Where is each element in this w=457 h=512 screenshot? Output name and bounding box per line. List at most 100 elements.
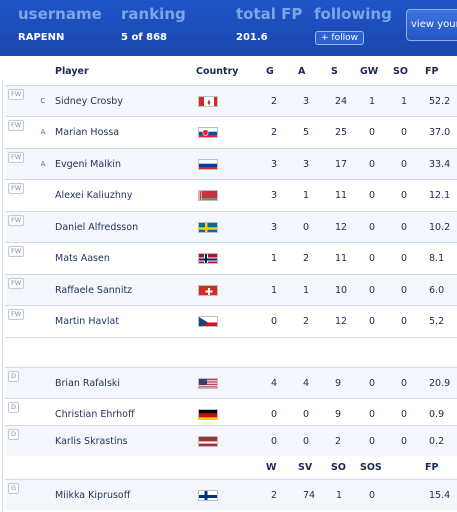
player-name[interactable]: Miikka Kiprusoff [55,490,131,501]
stat-w: 2 [271,490,278,501]
czech-flag [198,316,218,327]
total-fp-value: 201.6 [236,32,268,43]
position-badge: FW [8,120,25,131]
position-badge: FW [8,309,25,320]
stat-g: 0 [271,436,278,447]
position-badge: FW [8,183,25,194]
stat-so: 0 [401,436,408,447]
table-row[interactable]: FW Martin Havlat 0 2 12 0 0 5.2 [5,305,457,336]
position-badge: G [8,483,20,494]
table-row[interactable]: D Christian Ehrhoff 0 0 9 0 0 0.9 [5,398,457,429]
canada-flag [198,96,218,107]
table-row[interactable]: FW A Evgeni Malkin 3 3 17 0 0 33.4 [5,148,457,179]
table-row[interactable]: FW Raffaele Sannitz 1 1 10 0 0 6.0 [5,274,457,305]
col-sv: SV [298,462,313,473]
stat-s: 9 [335,378,342,389]
position-badge: D [8,371,20,382]
stat-so: 0 [401,159,408,170]
stat-gw: 0 [369,159,376,170]
col-country: Country [196,66,239,77]
player-name[interactable]: Marian Hossa [55,127,120,138]
belarus-flag [198,190,218,201]
player-name[interactable]: Mats Aasen [55,253,110,264]
stat-g: 3 [271,190,278,201]
ranking-label: ranking [121,5,186,23]
stat-s: 17 [335,159,348,170]
username-value: RAPENN [18,32,65,43]
table-row[interactable]: FW A Marian Hossa 2 5 25 0 0 37.0 [5,116,457,147]
stat-s: 25 [335,127,348,138]
stat-s: 9 [335,409,342,420]
finland-flag [198,490,218,501]
player-name[interactable]: Brian Rafalski [55,378,121,389]
position-badge: FW [8,89,25,100]
goalie-row[interactable]: G Miikka Kiprusoff 2 74 1 0 15.4 [5,479,457,510]
stat-so: 0 [401,127,408,138]
table-row[interactable]: FW Mats Aasen 1 2 11 0 0 8.1 [5,242,457,273]
username-label: username [18,5,102,23]
goalie-column-headers: W SV SO SOS FP [0,457,457,479]
stat-g: 1 [271,253,278,264]
stat-a: 3 [303,159,310,170]
col-fp: FP [425,66,439,77]
stat-sos: 0 [369,490,376,501]
stat-s: 12 [335,222,348,233]
ranking-value: 5 of 868 [121,32,168,43]
stat-fp: 10.2 [429,222,451,233]
position-badge: D [8,429,20,440]
stat-gw: 1 [369,96,376,107]
col-a: A [298,66,306,77]
col-g: G [266,66,274,77]
position-badge: FW [8,246,25,257]
player-name[interactable]: Raffaele Sannitz [55,285,133,296]
player-name[interactable]: Christian Ehrhoff [55,409,135,420]
stat-so: 0 [401,409,408,420]
stat-g: 4 [271,378,278,389]
stat-fp: 8.1 [429,253,445,264]
stat-s: 10 [335,285,348,296]
stat-s: 12 [335,316,348,327]
following-label: following [314,5,392,23]
stat-a: 0 [303,436,310,447]
player-name[interactable]: Martin Havlat [55,316,120,327]
stat-gw: 0 [369,436,376,447]
latvia-flag [198,436,218,447]
stat-so: 1 [401,96,408,107]
table-row[interactable]: D Brian Rafalski 4 4 9 0 0 20.9 [5,367,457,398]
section-spacer [5,337,457,367]
total-fp-label: total FP [236,5,303,23]
follow-button[interactable]: + follow [315,31,364,45]
stat-fp: 33.4 [429,159,451,170]
player-name[interactable]: Evgeni Malkin [55,159,121,170]
stat-a: 5 [303,127,310,138]
table-row[interactable]: FW Alexei Kaliuzhny 3 1 11 0 0 12.1 [5,179,457,210]
stat-gw: 0 [369,378,376,389]
col-player: Player [55,66,89,77]
player-name[interactable]: Karlis Skrastins [55,436,128,447]
table-row[interactable]: D Karlis Skrastins 0 0 2 0 0 0.2 [5,425,457,456]
view-your-button[interactable]: view your [406,9,457,41]
stat-fp: 0.9 [429,409,445,420]
stat-so: 0 [401,378,408,389]
stat-s: 11 [335,253,348,264]
table-row[interactable]: FW Daniel Alfredsson 3 0 12 0 0 10.2 [5,211,457,242]
stat-so: 0 [401,190,408,201]
stat-gw: 0 [369,316,376,327]
player-name[interactable]: Daniel Alfredsson [55,222,139,233]
stat-so: 0 [401,253,408,264]
germany-flag [198,409,218,420]
stat-fp: 15.4 [429,490,451,501]
stat-a: 0 [303,222,310,233]
header-bar: username ranking total FP following RAPE… [0,0,457,56]
stat-so: 0 [401,285,408,296]
stat-fp: 52.2 [429,96,451,107]
position-badge: FW [8,215,25,226]
player-name[interactable]: Sidney Crosby [55,96,123,107]
stat-g: 2 [271,127,278,138]
stat-s: 11 [335,190,348,201]
stat-so: 1 [336,490,343,501]
player-name[interactable]: Alexei Kaliuzhny [55,190,133,201]
captaincy-role: A [40,128,46,136]
table-row[interactable]: FW C Sidney Crosby 2 3 24 1 1 52.2 [5,85,457,116]
stat-s: 2 [335,436,342,447]
